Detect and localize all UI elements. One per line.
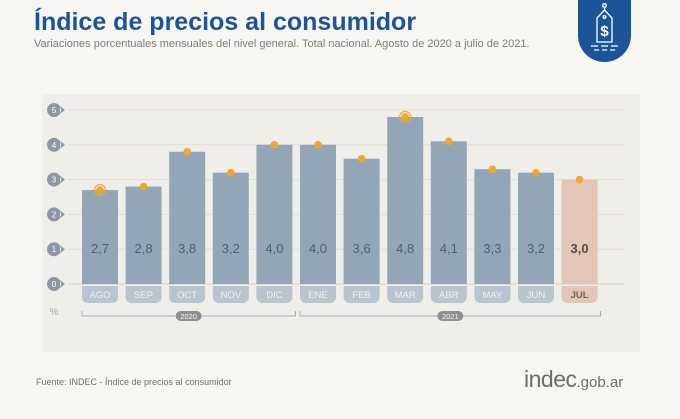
category-tab xyxy=(430,286,467,303)
data-marker xyxy=(227,168,235,177)
data-marker xyxy=(357,154,366,163)
x-tick-label: AGO xyxy=(89,290,110,301)
data-marker xyxy=(139,182,148,191)
category-tab xyxy=(343,286,380,303)
x-tick-label: MAR xyxy=(395,290,416,301)
y-tick-label: 4 xyxy=(52,141,57,150)
brand-badge: $ xyxy=(578,0,631,62)
data-marker xyxy=(401,113,410,121)
data-marker xyxy=(270,141,279,149)
y-tick-label: 5 xyxy=(52,106,57,115)
indec-logo[interactable]: indec.gob.ar xyxy=(524,366,623,393)
data-label: 4,0 xyxy=(309,241,327,256)
logo-suffix: .gob.ar xyxy=(576,374,624,391)
bar-dic xyxy=(256,144,293,284)
y-tick-badge xyxy=(47,137,65,152)
y-tick-label: 1 xyxy=(52,245,57,254)
category-tab xyxy=(125,286,162,303)
bar-may xyxy=(474,169,511,284)
price-tag-dollar-icon: $ xyxy=(591,3,618,51)
category-tab xyxy=(561,286,598,303)
year-badge xyxy=(175,311,202,321)
data-label: 3,6 xyxy=(353,241,371,256)
x-tick-label: SEP xyxy=(134,290,153,301)
x-tick-label: NOV xyxy=(221,290,242,301)
data-label: 2,8 xyxy=(135,241,153,256)
data-label: 3,2 xyxy=(222,241,240,256)
category-tab xyxy=(212,286,249,303)
y-tick-label: 0 xyxy=(52,280,57,289)
bar-oct xyxy=(169,151,206,284)
page-subtitle: Variaciones porcentuales mensuales del n… xyxy=(34,38,530,50)
data-label: 4,0 xyxy=(265,241,283,256)
data-marker xyxy=(314,141,322,149)
bar-sep xyxy=(125,186,162,284)
bar-ene xyxy=(300,144,336,284)
x-tick-label: MAY xyxy=(482,290,503,301)
category-tab xyxy=(387,286,424,303)
year-label: 2021 xyxy=(442,312,459,321)
data-label: 2,7 xyxy=(91,241,109,256)
data-marker xyxy=(96,186,104,194)
data-marker xyxy=(183,147,191,156)
bar-feb xyxy=(343,158,380,284)
marker-ring xyxy=(93,183,107,197)
bar-mar xyxy=(387,116,424,285)
category-tab xyxy=(518,286,554,303)
bar-jul xyxy=(561,179,598,284)
data-label: 4,8 xyxy=(396,241,414,256)
category-tab xyxy=(256,286,293,303)
svg-text:$: $ xyxy=(600,23,609,40)
data-marker xyxy=(532,168,540,177)
x-tick-label: ENE xyxy=(308,290,328,301)
y-tick-label: 3 xyxy=(52,176,57,185)
data-marker xyxy=(488,165,497,173)
x-tick-label: DIC xyxy=(266,290,283,301)
data-marker xyxy=(575,175,584,184)
bar-ago xyxy=(82,190,118,284)
page-title: Índice de precios al consumidor xyxy=(34,8,417,36)
marker-ring xyxy=(399,110,412,124)
data-label: 3,8 xyxy=(178,241,196,256)
category-tab xyxy=(169,286,206,303)
category-tab xyxy=(300,286,336,303)
x-tick-label: FEB xyxy=(352,290,370,301)
source-note: Fuente: INDEC - Índice de precios al con… xyxy=(36,377,232,387)
y-tick-label: 2 xyxy=(52,210,57,219)
y-tick-badge xyxy=(47,103,65,118)
data-marker xyxy=(445,137,453,146)
data-label: 3,0 xyxy=(571,241,589,256)
x-tick-label: JUL xyxy=(571,290,589,301)
logo-main: indec xyxy=(524,366,577,392)
y-tick-badge xyxy=(47,242,65,257)
category-tab xyxy=(82,286,118,303)
year-badge xyxy=(437,311,464,321)
x-tick-label: OCT xyxy=(177,290,197,301)
y-axis-unit-label: % xyxy=(50,307,59,318)
bar-abr xyxy=(430,141,467,284)
category-tab xyxy=(474,286,511,303)
bar-nov xyxy=(212,172,249,284)
y-tick-badge xyxy=(47,277,65,291)
year-label: 2020 xyxy=(180,312,197,321)
y-tick-badge xyxy=(47,172,65,187)
data-label: 3,3 xyxy=(483,241,501,256)
bar-jun xyxy=(518,172,554,284)
x-tick-label: JUN xyxy=(527,290,546,301)
data-label: 4,1 xyxy=(440,241,458,256)
data-label: 3,2 xyxy=(527,241,545,256)
y-tick-badge xyxy=(47,207,65,222)
x-tick-label: ABR xyxy=(439,290,459,301)
